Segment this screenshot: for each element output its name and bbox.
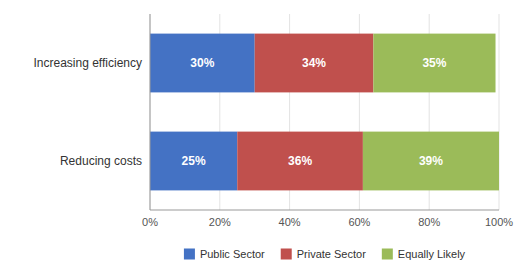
legend: Public Sector Private Sector Equally Likel… [184,248,466,260]
data-label: 30% [190,56,214,70]
x-tick-label: 100% [485,216,513,228]
grid-line [150,14,151,210]
bar [237,132,363,191]
bar [363,132,499,191]
data-label: 36% [288,154,312,168]
y-axis-line [150,14,151,210]
data-label: 35% [422,56,446,70]
bar [373,34,495,93]
data-label: 25% [182,154,206,168]
legend-swatch [382,249,393,260]
legend-label: Private Sector [297,248,366,260]
data-label: 39% [419,154,443,168]
legend-item: Equally Likely [382,248,466,260]
x-tick-label: 80% [418,216,440,228]
category-label: Reducing costs [60,154,142,168]
x-tick-label: 0% [142,216,158,228]
x-axis-line [150,210,499,211]
bar [150,34,255,93]
grid [150,14,499,210]
bar [255,34,374,93]
legend-item: Private Sector [281,248,366,260]
legend-swatch [281,249,292,260]
legend-swatch [184,249,195,260]
category-label: Increasing efficiency [33,56,142,70]
legend-label: Equally Likely [398,248,466,260]
legend-item: Public Sector [184,248,265,260]
legend-label: Public Sector [200,248,265,260]
x-tick-label: 40% [279,216,301,228]
data-label: 34% [302,56,326,70]
data-labels: 30% 25% 34% 36% 35% 39% [182,56,447,168]
chart: 0% 20% 40% 60% 80% 100% 30% 25% 34% 36% 35% 39% Incr… [0,0,521,274]
bar [150,132,237,191]
bars [150,34,499,191]
x-tick-label: 60% [348,216,370,228]
x-tick-label: 20% [209,216,231,228]
